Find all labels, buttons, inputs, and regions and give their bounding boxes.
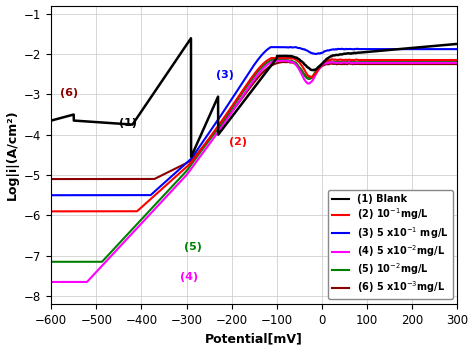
Text: (4): (4) xyxy=(180,272,198,282)
Text: (6): (6) xyxy=(60,88,78,98)
Text: (5): (5) xyxy=(184,242,202,252)
X-axis label: Potential[mV]: Potential[mV] xyxy=(205,332,303,345)
Y-axis label: Log|i|(A/cm²): Log|i|(A/cm²) xyxy=(6,110,18,200)
Legend: (1) Blank, (2) 10$^{-1}$mg/L, (3) 5 x10$^{-1}$ mg/L, (4) 5 x10$^{-2}$mg/L, (5) 1: (1) Blank, (2) 10$^{-1}$mg/L, (3) 5 x10$… xyxy=(328,190,453,299)
Text: (3): (3) xyxy=(216,70,234,80)
Text: (1): (1) xyxy=(119,118,137,128)
Text: (2): (2) xyxy=(229,137,247,147)
